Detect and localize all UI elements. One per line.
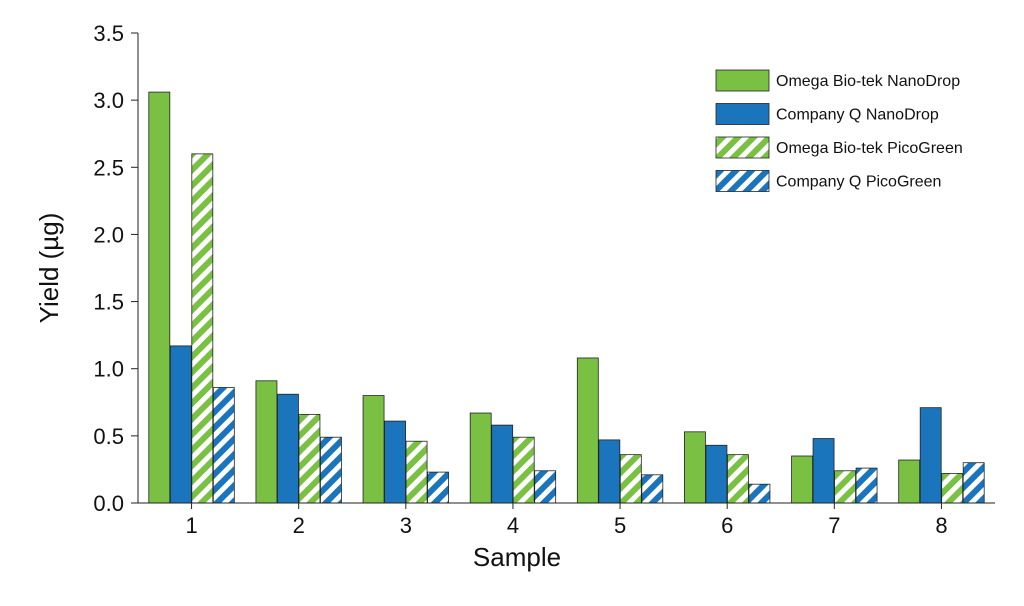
bar-sample-2-series-4: [320, 436, 342, 504]
legend: Omega Bio-tek NanoDrop Company Q NanoDrop…: [715, 69, 963, 192]
bar-sample-3-series-3: [405, 440, 428, 504]
bar-sample-4-series-3: [512, 436, 535, 504]
bar-sample-4-series-1: [469, 412, 492, 504]
legend-label-2: Company Q NanoDrop: [776, 107, 939, 124]
bar-sample-3-series-1: [362, 395, 385, 504]
bar-sample-2-series-3: [298, 413, 321, 504]
x-tick-label: 6: [721, 513, 733, 538]
legend-swatch-1: [715, 69, 770, 92]
bar-sample-8-series-3: [941, 473, 964, 504]
bar-sample-5-series-1: [576, 357, 599, 504]
bar-sample-7-series-1: [791, 455, 813, 504]
x-axis-title: Sample: [473, 542, 561, 572]
bar-sample-1-series-3: [191, 153, 214, 504]
bar-sample-2-series-1: [255, 380, 278, 504]
x-tick-label: 8: [935, 513, 947, 538]
bar-sample-7-series-2: [812, 438, 835, 504]
bar-sample-2-series-2: [277, 393, 299, 504]
x-tick-label: 2: [293, 513, 305, 538]
legend-label-4: Company Q PicoGreen: [776, 174, 941, 191]
bar-sample-6-series-2: [705, 444, 728, 504]
y-tick-label: 2.5: [93, 155, 124, 180]
bars-layer: [148, 91, 985, 504]
bar-sample-4-series-4: [534, 470, 557, 504]
bar-sample-1-series-2: [169, 345, 192, 504]
x-tick-label: 1: [185, 513, 197, 538]
x-tick-label: 3: [400, 513, 412, 538]
bar-sample-8-series-1: [898, 459, 921, 504]
y-tick-label: 2.0: [93, 222, 124, 247]
y-tick-label: 3.0: [93, 88, 124, 113]
x-tick-label: 5: [614, 513, 626, 538]
y-tick-label: 1.0: [93, 357, 124, 382]
bar-sample-1-series-4: [212, 387, 235, 504]
bar-sample-4-series-2: [491, 424, 514, 504]
bar-sample-7-series-3: [834, 470, 856, 504]
y-ticks-layer: 0.0 0.5 1.0 1.5 2.0 2.5 3.0 3.5: [93, 21, 138, 516]
y-tick-label: 3.5: [93, 21, 124, 46]
y-tick-label: 1.5: [93, 290, 124, 315]
x-tick-label: 7: [828, 513, 840, 538]
y-axis-title: Yield (µg): [34, 213, 64, 324]
bar-sample-8-series-2: [919, 407, 942, 504]
bar-sample-3-series-2: [384, 420, 406, 504]
legend-label-3: Omega Bio-tek PicoGreen: [776, 140, 963, 157]
bar-sample-5-series-2: [598, 439, 621, 504]
bar-sample-6-series-1: [684, 431, 706, 504]
legend-swatch-3: [715, 136, 770, 159]
y-tick-label: 0.5: [93, 424, 124, 449]
bar-sample-5-series-3: [619, 454, 642, 504]
bar-sample-5-series-4: [641, 474, 664, 504]
bar-sample-1-series-1: [148, 91, 171, 504]
legend-label-1: Omega Bio-tek NanoDrop: [776, 73, 960, 90]
x-tick-label: 4: [507, 513, 519, 538]
bar-sample-7-series-4: [855, 467, 878, 504]
bar-sample-6-series-3: [727, 454, 749, 504]
bar-sample-6-series-4: [748, 483, 771, 504]
x-ticks-layer: 1 2 3 4 5 6 7 8: [185, 503, 948, 538]
bar-sample-3-series-4: [427, 471, 449, 504]
legend-swatch-2: [715, 103, 770, 125]
y-tick-label: 0.0: [93, 491, 124, 516]
legend-swatch-4: [715, 170, 770, 192]
bar-sample-8-series-4: [962, 462, 985, 504]
